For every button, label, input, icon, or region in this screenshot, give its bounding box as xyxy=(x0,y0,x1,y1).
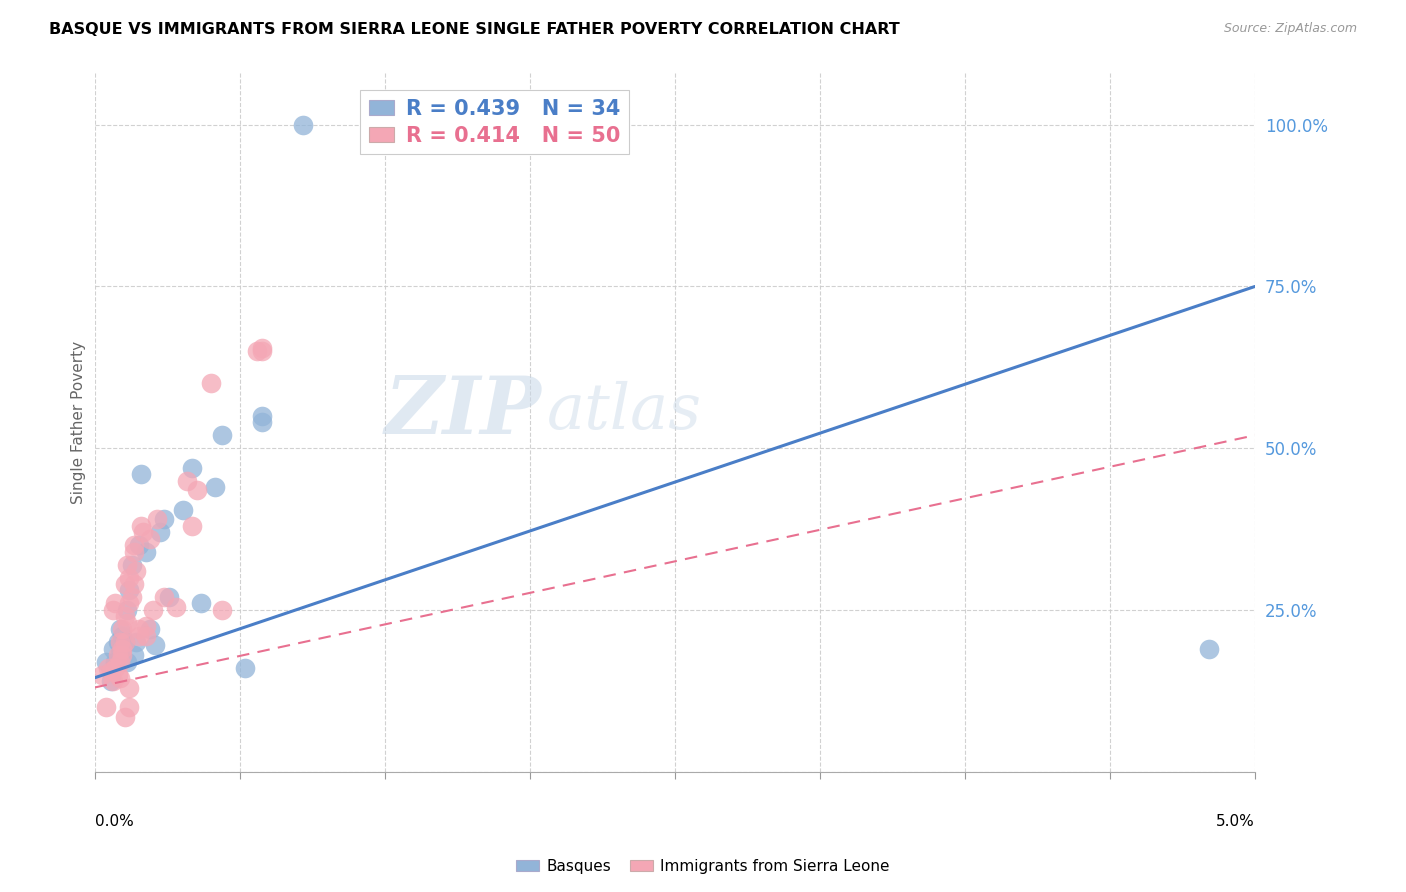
Point xyxy=(111,648,134,662)
Point xyxy=(122,544,145,558)
Legend: R = 0.439   N = 34, R = 0.414   N = 50: R = 0.439 N = 34, R = 0.414 N = 50 xyxy=(360,90,628,154)
Point xyxy=(111,622,134,636)
Point xyxy=(118,700,141,714)
Point xyxy=(118,570,141,584)
Point xyxy=(132,525,155,540)
Point xyxy=(104,596,127,610)
Text: atlas: atlas xyxy=(547,381,702,442)
Point xyxy=(108,671,131,685)
Text: 5.0%: 5.0% xyxy=(1216,814,1256,829)
Point xyxy=(235,661,257,675)
Point xyxy=(108,655,131,669)
Point xyxy=(128,538,150,552)
Point xyxy=(204,480,226,494)
Point xyxy=(172,502,194,516)
Point xyxy=(122,577,145,591)
Text: Source: ZipAtlas.com: Source: ZipAtlas.com xyxy=(1223,22,1357,36)
Point xyxy=(181,518,204,533)
Point xyxy=(118,596,141,610)
Point xyxy=(108,645,131,659)
Point xyxy=(104,661,127,675)
Point xyxy=(129,467,152,481)
Point xyxy=(118,681,141,695)
Point xyxy=(104,655,127,669)
Point xyxy=(139,622,162,636)
Point xyxy=(139,532,162,546)
Point xyxy=(250,415,273,429)
Point xyxy=(96,655,118,669)
Point xyxy=(115,558,138,572)
Point xyxy=(107,635,129,649)
Point xyxy=(90,667,112,681)
Point xyxy=(211,428,233,442)
Point xyxy=(111,641,134,656)
Point xyxy=(142,603,165,617)
Point xyxy=(97,661,120,675)
Point xyxy=(246,344,269,359)
Point xyxy=(108,622,131,636)
Point xyxy=(176,474,198,488)
Point xyxy=(122,648,145,662)
Point xyxy=(114,635,136,649)
Point xyxy=(135,544,157,558)
Point xyxy=(114,635,136,649)
Point xyxy=(181,460,204,475)
Point xyxy=(107,648,129,662)
Point xyxy=(157,590,180,604)
Point xyxy=(250,409,273,423)
Point xyxy=(153,590,176,604)
Point xyxy=(125,635,148,649)
Text: 0.0%: 0.0% xyxy=(94,814,134,829)
Point xyxy=(250,344,273,359)
Point xyxy=(125,564,148,578)
Point xyxy=(101,673,124,688)
Point xyxy=(211,603,233,617)
Text: ZIP: ZIP xyxy=(384,373,541,450)
Text: BASQUE VS IMMIGRANTS FROM SIERRA LEONE SINGLE FATHER POVERTY CORRELATION CHART: BASQUE VS IMMIGRANTS FROM SIERRA LEONE S… xyxy=(49,22,900,37)
Point xyxy=(118,583,141,598)
Point xyxy=(186,483,208,498)
Point xyxy=(122,538,145,552)
Point xyxy=(107,667,129,681)
Point xyxy=(128,629,150,643)
Point xyxy=(111,629,134,643)
Point xyxy=(115,603,138,617)
Point xyxy=(153,512,176,526)
Point xyxy=(114,577,136,591)
Point xyxy=(250,341,273,355)
Point xyxy=(114,709,136,723)
Point xyxy=(129,518,152,533)
Point xyxy=(135,629,157,643)
Point xyxy=(121,558,143,572)
Point xyxy=(101,603,124,617)
Point xyxy=(101,641,124,656)
Point xyxy=(115,655,138,669)
Legend: Basques, Immigrants from Sierra Leone: Basques, Immigrants from Sierra Leone xyxy=(510,853,896,880)
Point xyxy=(143,639,166,653)
Point xyxy=(146,512,169,526)
Point xyxy=(100,673,122,688)
Point xyxy=(148,525,170,540)
Point xyxy=(135,619,157,633)
Point xyxy=(128,622,150,636)
Point xyxy=(190,596,212,610)
Point xyxy=(200,376,222,391)
Y-axis label: Single Father Poverty: Single Father Poverty xyxy=(72,341,86,504)
Point xyxy=(111,641,134,656)
Point xyxy=(121,590,143,604)
Point xyxy=(108,635,131,649)
Point xyxy=(96,700,118,714)
Point xyxy=(100,665,122,679)
Point xyxy=(292,118,315,132)
Point xyxy=(165,599,187,614)
Point xyxy=(114,609,136,624)
Point xyxy=(115,615,138,630)
Point xyxy=(1198,641,1220,656)
